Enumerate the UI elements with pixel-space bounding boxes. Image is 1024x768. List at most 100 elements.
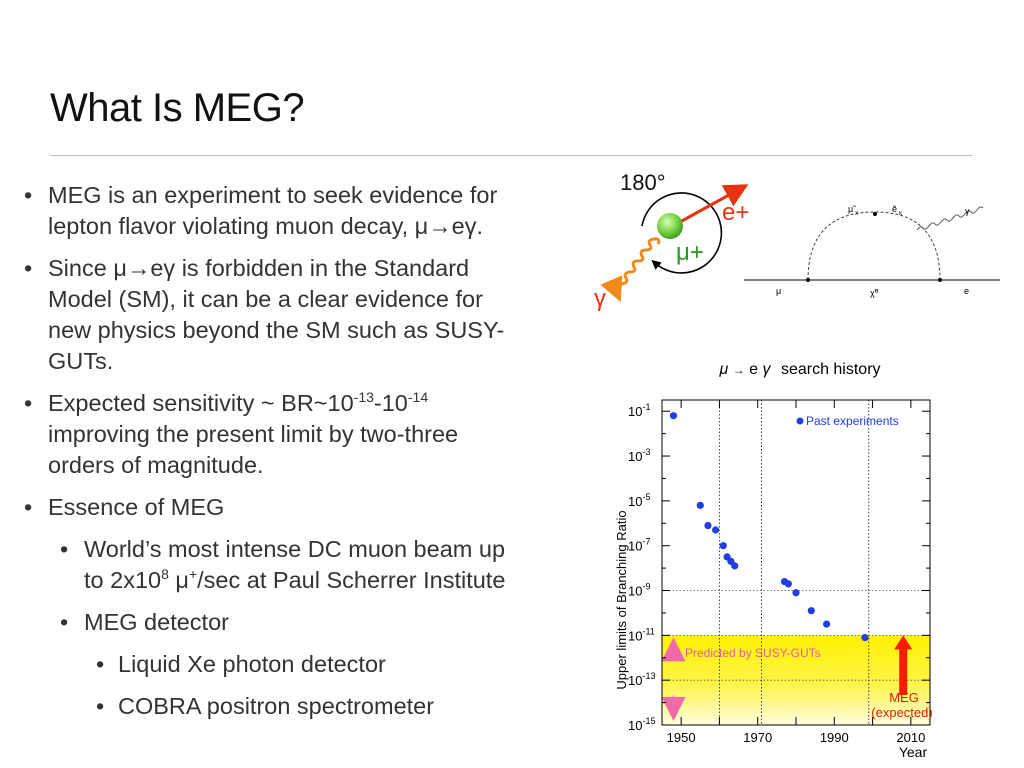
- muon-ball: [657, 213, 683, 239]
- vertex-dot: [806, 278, 810, 282]
- mu-label: μ: [776, 286, 781, 296]
- legend-marker: [797, 418, 804, 425]
- legend-label: Past experiments: [806, 414, 899, 428]
- chart-title-gamma: γ: [762, 361, 771, 378]
- bullet-item: • Essence of MEG: [24, 492, 564, 523]
- bullet-line: lepton flavor violating muon decay, μ→eγ…: [48, 211, 564, 242]
- vertex-dot: [873, 212, 877, 216]
- data-point: [712, 526, 719, 533]
- bullet-dot: •: [24, 492, 32, 523]
- positron-label: e+: [722, 199, 749, 226]
- data-point: [731, 562, 738, 569]
- bullet-item: • MEG is an experiment to seek evidence …: [24, 180, 564, 242]
- bullet-line: improving the present limit by two-three: [48, 419, 564, 450]
- y-tick-label: 10-5: [628, 492, 650, 509]
- bullet-dot: •: [60, 607, 68, 638]
- bullet-item: • MEG detector: [24, 607, 564, 638]
- data-point: [861, 634, 868, 641]
- y-tick-label: 10-15: [628, 716, 655, 733]
- bullet-dot: •: [24, 388, 32, 419]
- point-layer: [670, 412, 869, 641]
- y-tick-base: 10: [628, 673, 642, 688]
- bullet-line: Since μ→eγ is forbidden in the Standard: [48, 253, 564, 284]
- selectron-label: ẽ: [892, 204, 897, 214]
- y-tick-exp: -3: [642, 447, 650, 457]
- data-point: [697, 502, 704, 509]
- neutralino-label: χ̃⁰: [870, 288, 879, 298]
- gamma-label: γ: [965, 206, 970, 216]
- x-tick-label: 2010: [896, 730, 925, 745]
- bullet-line: MEG detector: [84, 607, 564, 638]
- y-tick-label: 10-7: [628, 537, 650, 554]
- muon-label: μ+: [676, 239, 704, 266]
- bullet-line: Essence of MEG: [48, 492, 564, 523]
- bullet-line: Liquid Xe photon detector: [118, 649, 564, 680]
- chart-title-arrow: →: [733, 363, 745, 377]
- bullet-line: to 2x108 μ+/sec at Paul Scherrer Institu…: [84, 565, 564, 596]
- text-run: /sec at Paul Scherrer Institute: [197, 567, 505, 593]
- angle-label: 180°: [620, 170, 666, 195]
- y-tick-exp: -5: [642, 492, 650, 502]
- chart-title-mu: μ: [718, 361, 728, 378]
- bullet-item: • World’s most intense DC muon beam up t…: [24, 534, 564, 596]
- feynman-loop: [808, 212, 940, 280]
- meg-label: MEG: [889, 690, 919, 705]
- x-tick-label: 1950: [667, 730, 696, 745]
- y-tick-exp: -13: [642, 671, 655, 681]
- bullet-dot: •: [96, 691, 104, 722]
- text-run: μ: [169, 567, 189, 593]
- slide-title: What Is MEG?: [50, 86, 304, 131]
- band-label: Predicted by SUSY-GUTs: [685, 646, 821, 660]
- y-tick-base: 10: [628, 628, 642, 643]
- y-tick-base: 10: [628, 584, 642, 599]
- decay-diagram: 180° e+ γ μ+ μ̃ X ẽ K γ μ χ̃⁰ e: [580, 160, 1020, 320]
- data-point: [823, 621, 830, 628]
- feynman-photon: [917, 207, 983, 230]
- y-tick-label: 10-11: [628, 626, 655, 643]
- y-tick-base: 10: [628, 718, 642, 733]
- meg-label-expected: (expected): [871, 705, 932, 720]
- bullet-line: MEG is an experiment to seek evidence fo…: [48, 180, 564, 211]
- y-tick-label: 10-3: [628, 447, 650, 464]
- bullet-dot: •: [96, 649, 104, 680]
- chart-title-e: e: [749, 361, 758, 378]
- x-axis-label: Year: [899, 744, 928, 760]
- bullet-line: orders of magnitude.: [48, 450, 564, 481]
- superscript: -14: [408, 389, 428, 405]
- data-point: [808, 607, 815, 614]
- title-divider: [50, 155, 972, 156]
- y-tick-exp: -1: [642, 402, 650, 412]
- search-history-chart: μ → e γ search history Upper limits of B…: [600, 355, 1020, 765]
- chart-title: μ → e γ search history: [718, 361, 880, 378]
- text-run: to 2x10: [84, 567, 161, 593]
- photon-label: γ: [594, 285, 606, 312]
- bullet-dot: •: [60, 534, 68, 565]
- y-tick-exp: -7: [642, 537, 650, 547]
- data-point: [720, 542, 727, 549]
- superscript: 8: [161, 566, 169, 582]
- superscript: +: [189, 566, 197, 582]
- bullet-line: GUTs.: [48, 346, 564, 377]
- data-point: [704, 522, 711, 529]
- bullet-line: new physics beyond the SM such as SUSY-: [48, 315, 564, 346]
- smuon-sub: X: [855, 211, 859, 217]
- y-tick-base: 10: [628, 449, 642, 464]
- y-tick-base: 10: [628, 539, 642, 554]
- y-axis-label: Upper limits of Branching Ratio: [614, 510, 629, 689]
- y-tick-label: 10-1: [628, 402, 650, 419]
- data-point: [670, 412, 677, 419]
- bullet-list: • MEG is an experiment to seek evidence …: [24, 180, 564, 733]
- bullet-dot: •: [24, 253, 32, 284]
- vertex-dot: [938, 278, 942, 282]
- feynman-diagram: μ̃ X ẽ K γ μ χ̃⁰ e: [744, 204, 1000, 298]
- y-tick-label: 10-9: [628, 582, 650, 599]
- y-tick-exp: -11: [642, 626, 654, 636]
- data-point: [792, 589, 799, 596]
- bullet-item: • COBRA positron spectrometer: [24, 691, 564, 722]
- text-run: -10: [374, 390, 408, 416]
- bullet-line: Model (SM), it can be a clear evidence f…: [48, 284, 564, 315]
- y-tick-label: 10-13: [628, 671, 655, 688]
- y-tick-exp: -15: [642, 716, 655, 726]
- chart-title-rest: search history: [781, 361, 881, 378]
- bullet-item: • Expected sensitivity ~ BR~10-13-10-14 …: [24, 388, 564, 481]
